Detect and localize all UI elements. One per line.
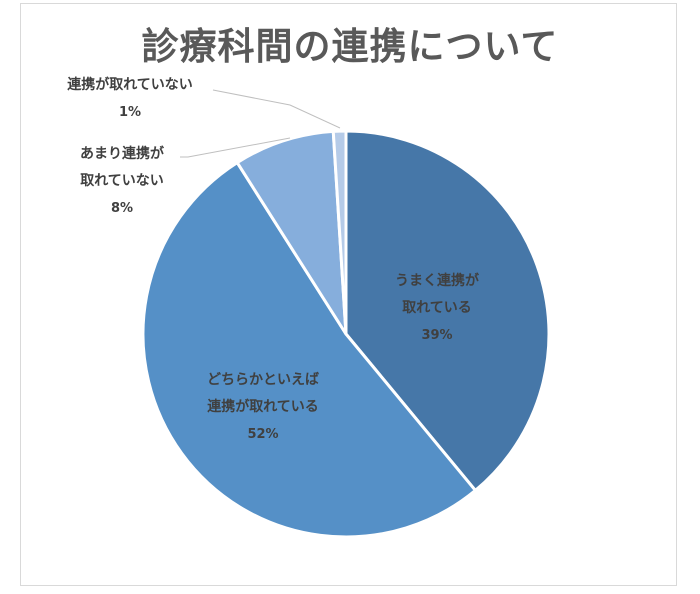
label-somewhat-cooperating: どちらかといえば 連携が取れている 52% [178, 367, 348, 448]
label-percent: 39% [421, 328, 453, 343]
slice-somewhat-cooperating [141, 161, 477, 539]
label-text: 連携が取れていない [67, 77, 193, 93]
label-not-cooperating: 連携が取れていない 1% [40, 72, 220, 126]
slice-not-cooperating [331, 129, 348, 336]
label-percent: 52% [247, 427, 279, 442]
label-percent: 8% [110, 201, 134, 216]
leader-line-not-cooperating [212, 89, 341, 129]
label-text: 取れていない [80, 173, 164, 189]
label-text: あまり連携が [80, 146, 164, 162]
label-text: うまく連携が [395, 273, 479, 289]
label-text: 連携が取れている [207, 399, 319, 415]
label-text: どちらかといえば [207, 372, 319, 388]
leader-line-rarely-cooperating [180, 137, 291, 158]
label-text: 取れている [402, 300, 472, 316]
slice-well-cooperating [344, 129, 551, 492]
label-rarely-cooperating: あまり連携が 取れていない 8% [52, 141, 192, 222]
label-well-cooperating: うまく連携が 取れている 39% [372, 268, 502, 349]
label-percent: 1% [118, 105, 142, 120]
chart-title: 診療科間の連携について [141, 25, 559, 68]
slice-rarely-cooperating [235, 129, 348, 336]
